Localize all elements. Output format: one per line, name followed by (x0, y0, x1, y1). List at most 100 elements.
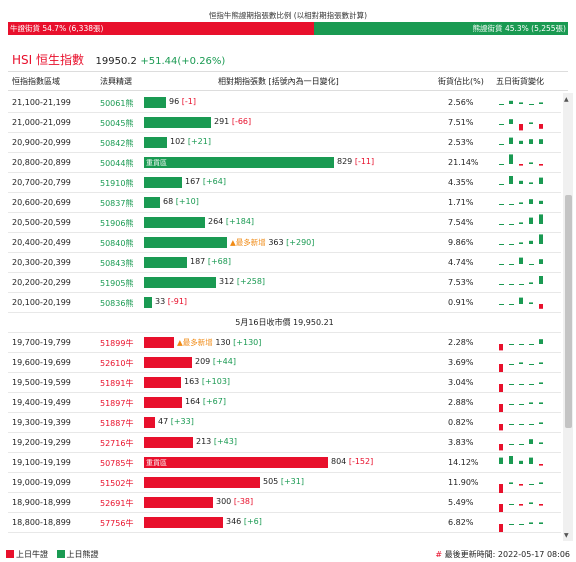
spark-bar (499, 384, 503, 392)
street-pct: 0.91% (448, 298, 474, 307)
warrant-code-link[interactable]: 57756牛 (100, 519, 134, 528)
table-row[interactable]: 18,800-18,899 57756牛 346 [+6] 6.82% (8, 513, 561, 533)
five-day-sparkline (499, 362, 543, 372)
spark-bar (499, 404, 503, 412)
contract-label: 213 [+43] (196, 437, 237, 446)
warrant-code-link[interactable]: 52691牛 (100, 499, 134, 508)
updated-label: 最後更新時間: 2022-05-17 08:06 (444, 550, 570, 559)
street-pct: 6.82% (448, 518, 474, 527)
contract-bar (144, 277, 216, 288)
spark-bar (499, 244, 504, 245)
table-row[interactable]: 20,800-20,899 50044熊 重貨區 829 [-11] 21.14% (8, 153, 561, 173)
cbbc-table[interactable]: 21,100-21,199 50061熊 96 [-1] 2.56% 21,000-21… (8, 93, 561, 541)
street-pct: 11.90% (448, 478, 479, 487)
warrant-code-link[interactable]: 50061熊 (100, 99, 134, 108)
table-row[interactable]: 19,500-19,599 51891牛 163 [+103] 3.04% (8, 373, 561, 393)
range-cell: 20,600-20,699 (12, 198, 71, 207)
table-row[interactable]: 20,600-20,699 50837熊 68 [+10] 1.71% (8, 193, 561, 213)
spark-bar (509, 404, 514, 405)
warrant-code-link[interactable]: 50840熊 (100, 239, 134, 248)
warrant-code-link[interactable]: 51910熊 (100, 179, 134, 188)
index-name[interactable]: HSI 恒生指數 (12, 53, 84, 67)
daily-change: [+44] (212, 357, 236, 366)
spark-bar (509, 482, 513, 484)
spark-bar (539, 442, 543, 444)
spark-bar (539, 504, 543, 506)
contract-count: 164 (185, 397, 201, 406)
range-cell: 19,100-19,199 (12, 458, 71, 467)
contract-count: 209 (195, 357, 211, 366)
warrant-code-link[interactable]: 51899牛 (100, 339, 134, 348)
spark-bar (509, 204, 514, 205)
warrant-code-link[interactable]: 51502牛 (100, 479, 134, 488)
table-row[interactable]: 19,100-19,199 50785牛 重貨區 804 [-152] 14.12% (8, 453, 561, 473)
table-row[interactable]: 20,100-20,199 50836熊 33 [-91] 0.91% (8, 293, 561, 313)
warrant-code-link[interactable]: 50044熊 (100, 159, 134, 168)
table-row[interactable]: 20,400-20,499 50840熊 ▲最多新增 363 [+290] 9.86% (8, 233, 561, 253)
spark-bar (499, 504, 503, 512)
daily-change: [-152] (348, 457, 374, 466)
contract-label: 33 [-91] (155, 297, 187, 306)
table-row[interactable]: 19,400-19,499 51897牛 164 [+67] 2.88% (8, 393, 561, 413)
table-row[interactable]: 20,300-20,399 50843熊 187 [+68] 4.74% (8, 253, 561, 273)
scrollbar-thumb[interactable] (565, 195, 572, 428)
street-pct: 2.28% (448, 338, 474, 347)
spark-bar (529, 199, 533, 204)
bull-ratio-segment: 牛證街貨 54.7% (6,338張) (8, 22, 315, 35)
table-row[interactable]: 21,100-21,199 50061熊 96 [-1] 2.56% (8, 93, 561, 113)
range-cell: 19,600-19,699 (12, 358, 71, 367)
warrant-code-link[interactable]: 50045熊 (100, 119, 134, 128)
spark-bar (529, 122, 533, 124)
spark-bar (509, 224, 514, 225)
range-cell: 20,900-20,999 (12, 138, 71, 147)
warrant-code-link[interactable]: 51905熊 (100, 279, 134, 288)
five-day-sparkline (499, 402, 543, 412)
warrant-code-link[interactable]: 50837熊 (100, 199, 134, 208)
contract-bar (144, 497, 213, 508)
warrant-code-link[interactable]: 50843熊 (100, 259, 134, 268)
header-contracts: 相對期指張數 [括號內為一日變化] (218, 77, 339, 86)
table-row[interactable]: 19,600-19,699 52610牛 209 [+44] 3.69% (8, 353, 561, 373)
warrant-code-link[interactable]: 51891牛 (100, 379, 134, 388)
scroll-down-arrow-icon[interactable]: ▼ (564, 532, 569, 539)
table-row[interactable]: 20,500-20,599 51906熊 264 [+184] 7.54% (8, 213, 561, 233)
warrant-code-link[interactable]: 51906熊 (100, 219, 134, 228)
five-day-sparkline (499, 439, 543, 451)
five-day-sparkline (499, 234, 543, 245)
contract-count: 829 (337, 157, 353, 166)
warrant-code-link[interactable]: 50785牛 (100, 459, 134, 468)
daily-change: [+31] (280, 477, 304, 486)
five-day-sparkline (499, 339, 543, 351)
spark-bar (509, 154, 513, 164)
header-code: 法興精選 (100, 77, 132, 86)
heavy-zone-label: 重貨區 (146, 459, 167, 467)
table-row[interactable]: 20,700-20,799 51910熊 167 [+64] 4.35% (8, 173, 561, 193)
table-row[interactable]: 19,200-19,299 52716牛 213 [+43] 3.83% (8, 433, 561, 453)
contract-bar: 重貨區 (144, 157, 334, 168)
street-pct: 14.12% (448, 458, 479, 467)
table-row[interactable]: 21,000-21,099 50045熊 291 [-66] 7.51% (8, 113, 561, 133)
spark-bar (499, 444, 503, 451)
table-row[interactable]: 20,900-20,999 50842熊 102 [+21] 2.53% (8, 133, 561, 153)
warrant-code-link[interactable]: 50842熊 (100, 139, 134, 148)
warrant-code-link[interactable]: 51887牛 (100, 419, 134, 428)
table-row[interactable]: 20,200-20,299 51905熊 312 [+258] 7.53% (8, 273, 561, 293)
scroll-up-arrow-icon[interactable]: ▲ (564, 96, 569, 103)
spark-bar (519, 140, 523, 144)
warrant-code-link[interactable]: 50836熊 (100, 299, 134, 308)
spark-bar (519, 444, 524, 445)
range-cell: 21,000-21,099 (12, 118, 71, 127)
table-header: 恒指指數區域 法興精選 相對期指張數 [括號內為一日變化] 街貨佔比(%) 五日… (8, 71, 568, 91)
five-day-sparkline (499, 176, 543, 185)
table-row[interactable]: 19,300-19,399 51887牛 47 [+33] 0.82% (8, 413, 561, 433)
street-pct: 3.83% (448, 438, 474, 447)
table-row[interactable]: 19,000-19,099 51502牛 505 [+31] 11.90% (8, 473, 561, 493)
warrant-code-link[interactable]: 52716牛 (100, 439, 134, 448)
table-row[interactable]: 18,900-18,999 52691牛 300 [-38] 5.49% (8, 493, 561, 513)
spark-bar (499, 184, 504, 185)
legend-bear-label: 上日熊證 (66, 550, 99, 559)
spark-bar (499, 424, 503, 431)
warrant-code-link[interactable]: 52610牛 (100, 359, 134, 368)
warrant-code-link[interactable]: 51897牛 (100, 399, 134, 408)
table-row[interactable]: 19,700-19,799 51899牛 ▲最多新增 130 [+130] 2.28% (8, 333, 561, 353)
